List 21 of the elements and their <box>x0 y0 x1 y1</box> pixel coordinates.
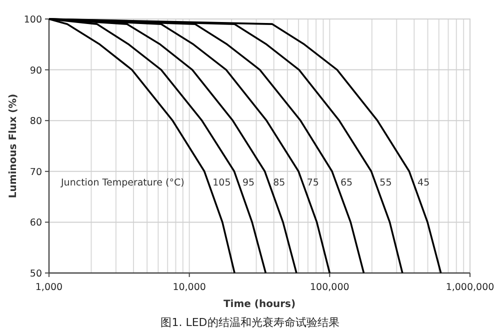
y-tick-label: 80 <box>30 116 42 128</box>
series-label: 105 <box>212 177 231 188</box>
x-tick-label: 10,000 <box>172 282 206 293</box>
series-label: 55 <box>380 177 392 188</box>
y-tick-label: 100 <box>24 14 42 26</box>
series-label: 65 <box>340 177 353 188</box>
series-label: 85 <box>273 177 286 188</box>
y-tick-label: 70 <box>30 166 42 178</box>
series-label: 45 <box>418 177 430 188</box>
x-tick-label: 100,000 <box>310 282 350 293</box>
series-label: 95 <box>242 177 255 188</box>
y-tick-label: 90 <box>30 65 42 76</box>
y-tick-label: 60 <box>30 218 42 229</box>
series-label: 75 <box>306 177 319 188</box>
caption: 图1. LED的结温和光衰寿命试验结果 <box>160 316 340 329</box>
y-tick-label: 50 <box>30 268 42 280</box>
x-axis-title: Time (hours) <box>223 299 296 310</box>
x-tick-label: 1,000 <box>35 282 63 293</box>
y-axis-title: Luminous Flux (%) <box>8 94 19 198</box>
x-tick-label: 1,000,000 <box>446 282 494 293</box>
legend-title: Junction Temperature (°C) <box>60 177 184 188</box>
